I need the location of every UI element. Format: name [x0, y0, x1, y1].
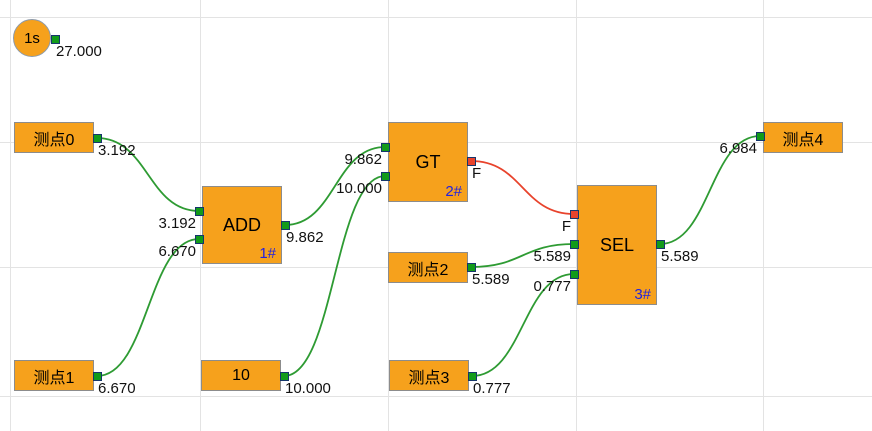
block-cedian2-label: 测点2	[407, 261, 449, 279]
block-cedian4[interactable]: 测点4	[763, 122, 843, 153]
block-gt[interactable]: GT 2#	[388, 122, 468, 202]
sel-port-in2-input[interactable]	[569, 239, 579, 249]
add-out-value: 9.862	[286, 229, 324, 246]
const10-out-value: 10.000	[285, 380, 331, 397]
sel-in3-value: 0.777	[533, 278, 571, 295]
block-cedian1[interactable]: 测点1	[14, 360, 94, 391]
gt-in1-value: 9.862	[344, 151, 382, 168]
gt-in2-value: 10.000	[336, 180, 382, 197]
sel-out-value: 5.589	[661, 248, 699, 265]
cedian1-out-value: 6.670	[98, 380, 136, 397]
add-in2-value: 6.670	[158, 243, 196, 260]
timer-out-value: 27.000	[56, 43, 102, 60]
block-cedian1-label: 测点1	[33, 369, 75, 387]
block-timer-label: 1s	[24, 29, 40, 47]
sel-port-in1-input[interactable]	[569, 209, 579, 219]
wires	[96, 135, 761, 377]
wire-add-to-gt[interactable]	[284, 146, 386, 226]
cedian4-port-in-input[interactable]	[755, 131, 765, 141]
wire-sel-to-cedian4[interactable]	[659, 135, 761, 245]
gt-out-value: F	[472, 165, 482, 182]
add-in1-value: 3.192	[158, 215, 196, 232]
block-sel[interactable]: SEL 3#	[577, 185, 657, 305]
gt-port-in1-input[interactable]	[380, 142, 390, 152]
cedian4-in-value: 6.984	[719, 140, 757, 157]
block-add-label: ADD	[222, 214, 261, 235]
cedian0-out-value: 3.192	[98, 142, 136, 159]
block-cedian3[interactable]: 测点3	[389, 360, 469, 391]
cedian1-port-out-output[interactable]	[92, 371, 102, 381]
block-add-tag: 1#	[259, 245, 276, 262]
add-port-in2-input[interactable]	[194, 234, 204, 244]
cedian3-port-out-output[interactable]	[467, 371, 477, 381]
add-port-out-output[interactable]	[280, 220, 290, 230]
block-cedian3-label: 测点3	[408, 369, 450, 387]
block-gt-tag: 2#	[445, 183, 462, 200]
gt-port-in2-input[interactable]	[380, 171, 390, 181]
block-cedian4-label: 测点4	[782, 131, 824, 149]
wire-cedian1-to-add[interactable]	[96, 238, 200, 377]
wire-cedian3-to-sel[interactable]	[471, 273, 575, 377]
sel-in1-value: F	[561, 218, 571, 235]
add-port-in1-input[interactable]	[194, 206, 204, 216]
cedian2-port-out-output[interactable]	[466, 262, 476, 272]
block-const10-label: 10	[232, 366, 250, 384]
wire-cedian2-to-sel[interactable]	[470, 243, 575, 268]
wire-const10-to-gt[interactable]	[283, 175, 386, 377]
block-const10[interactable]: 10	[201, 360, 281, 391]
block-cedian0-label: 测点0	[33, 131, 75, 149]
wire-cedian0-to-add[interactable]	[96, 137, 200, 212]
cedian3-out-value: 0.777	[473, 380, 511, 397]
block-gt-label: GT	[415, 151, 441, 172]
block-cedian0[interactable]: 测点0	[14, 122, 94, 153]
const10-port-out-output[interactable]	[279, 371, 289, 381]
wire-gt-to-sel[interactable]	[470, 160, 575, 215]
block-sel-label: SEL	[599, 234, 635, 255]
sel-in2-value: 5.589	[533, 248, 571, 265]
cedian2-out-value: 5.589	[472, 271, 510, 288]
block-timer[interactable]: 1s	[13, 19, 51, 57]
sel-port-in3-input[interactable]	[569, 269, 579, 279]
block-add[interactable]: ADD 1#	[202, 186, 282, 264]
timer-port-out-output[interactable]	[50, 34, 60, 44]
block-sel-tag: 3#	[634, 286, 651, 303]
block-cedian2[interactable]: 测点2	[388, 252, 468, 283]
gt-port-out-output[interactable]	[466, 156, 476, 166]
cedian0-port-out-output[interactable]	[92, 133, 102, 143]
sel-port-out-output[interactable]	[655, 239, 665, 249]
